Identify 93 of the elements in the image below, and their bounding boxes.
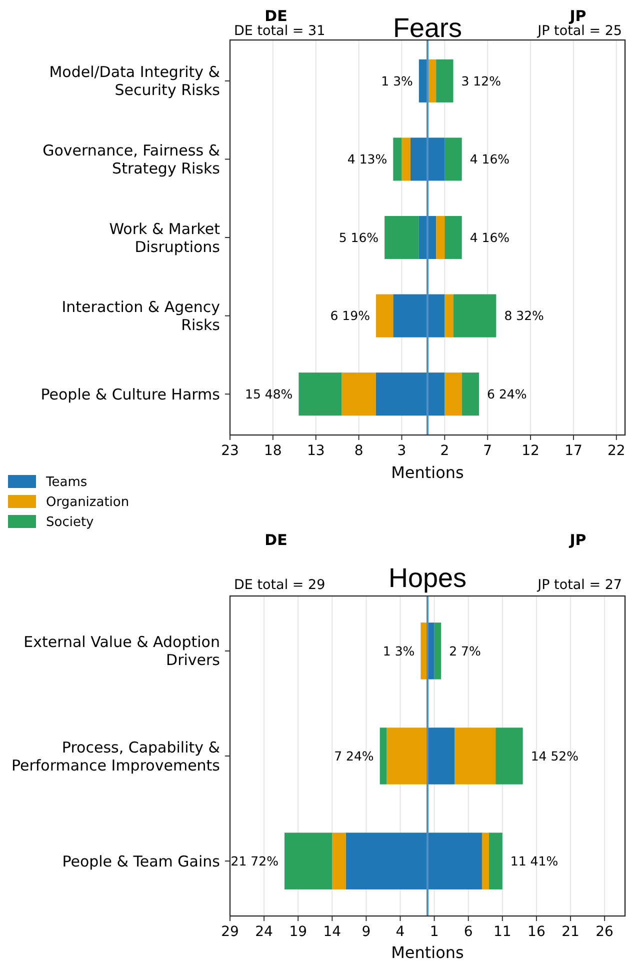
text: DE total = 31 <box>234 23 326 39</box>
bar <box>462 372 480 416</box>
bar <box>380 728 387 784</box>
bar <box>444 138 462 181</box>
bar <box>402 138 410 181</box>
text: JP <box>568 7 586 25</box>
annotation: 4 16% <box>470 152 510 167</box>
annotation: 1 3% <box>382 643 415 658</box>
annotation: 8 32% <box>504 308 544 324</box>
annotation: 1 3% <box>381 73 414 88</box>
x-tick-label: 21 <box>562 924 580 940</box>
legend-label: Organization <box>46 495 130 510</box>
y-tick-label: People & Team Gains <box>62 852 220 870</box>
bar <box>410 138 428 181</box>
bar <box>284 832 332 890</box>
bar <box>496 728 523 784</box>
bar <box>482 832 489 890</box>
x-tick-label: 12 <box>522 443 540 459</box>
y-tick-label: Process, Capability & Performance Improvements <box>11 738 220 774</box>
bar <box>453 294 496 338</box>
annotation: 6 24% <box>487 386 527 402</box>
chart-title: Fears <box>392 13 462 43</box>
bar <box>332 832 346 890</box>
text: JP <box>568 531 586 549</box>
bar <box>454 728 496 784</box>
text: DE total = 29 <box>234 577 326 593</box>
x-tick-label: 17 <box>564 443 582 459</box>
x-tick-label: 2 <box>440 443 450 459</box>
annotation: 11 41% <box>510 853 558 868</box>
y-tick-label: External Value & Adoption Drivers <box>24 633 220 670</box>
legend-label: Society <box>46 515 94 530</box>
text: DE <box>264 531 288 549</box>
legend-label: Teams <box>45 475 88 490</box>
bar <box>488 832 502 890</box>
annotation: 2 7% <box>449 643 481 658</box>
x-tick-label: 26 <box>596 924 614 940</box>
bar <box>393 138 402 181</box>
x-tick-label: 23 <box>221 443 239 459</box>
x-tick-label: 22 <box>608 443 626 459</box>
annotation: 3 12% <box>461 73 502 88</box>
annotation: 21 72% <box>230 853 279 868</box>
y-tick-label: Model/Data Integrity & Security Risks <box>49 63 220 100</box>
annotation: 14 52% <box>530 748 579 764</box>
text: JP total = 27 <box>536 577 622 593</box>
y-tick-label: Governance, Fairness & Strategy Risks <box>42 141 220 178</box>
bar <box>428 832 482 890</box>
x-tick-label: 19 <box>289 924 308 940</box>
bar <box>428 138 445 181</box>
x-tick-label: 18 <box>264 443 282 459</box>
bar <box>436 216 445 260</box>
bar <box>444 294 454 338</box>
x-tick-label: 29 <box>221 924 239 940</box>
bar <box>384 216 419 260</box>
bar <box>386 728 428 784</box>
x-tick-label: 8 <box>354 443 364 459</box>
bar <box>436 59 454 102</box>
bar <box>346 832 428 890</box>
annotation: 6 19% <box>330 308 370 324</box>
annotation: 4 13% <box>347 152 388 167</box>
x-tick-label: 14 <box>323 924 342 940</box>
bar <box>376 372 428 416</box>
y-tick-label: People & Culture Harms <box>40 385 220 404</box>
y-tick-label: Interaction & Agency Risks <box>62 298 220 334</box>
text: JP total = 25 <box>536 23 622 39</box>
x-tick-label: 7 <box>483 443 492 459</box>
x-axis-title: Mentions <box>391 463 464 482</box>
annotation: 15 48% <box>245 386 293 402</box>
bar <box>342 372 376 416</box>
bar <box>444 216 462 260</box>
bar <box>428 294 445 338</box>
bar <box>434 622 442 680</box>
x-tick-label: 13 <box>306 443 325 459</box>
x-tick-label: 6 <box>464 924 473 940</box>
y-tick-label: Work & Market Disruptions <box>109 220 220 256</box>
bar <box>444 372 462 416</box>
text: DE <box>264 7 288 25</box>
x-tick-label: 11 <box>494 924 512 940</box>
chart-title: Hopes <box>388 563 467 593</box>
x-tick-label: 4 <box>396 924 405 940</box>
annotation: 4 16% <box>470 230 510 245</box>
bar <box>428 728 455 784</box>
x-tick-label: 9 <box>362 924 371 940</box>
x-tick-label: 24 <box>255 924 274 940</box>
x-tick-label: 16 <box>528 924 546 940</box>
x-tick-label: 3 <box>397 443 406 459</box>
bar <box>298 372 342 416</box>
bar <box>393 294 428 338</box>
annotation: 5 16% <box>338 230 379 245</box>
x-tick-label: 1 <box>430 924 439 940</box>
annotation: 7 24% <box>334 748 374 764</box>
bar <box>428 372 445 416</box>
bar <box>376 294 394 338</box>
x-axis-title: Mentions <box>391 943 464 962</box>
